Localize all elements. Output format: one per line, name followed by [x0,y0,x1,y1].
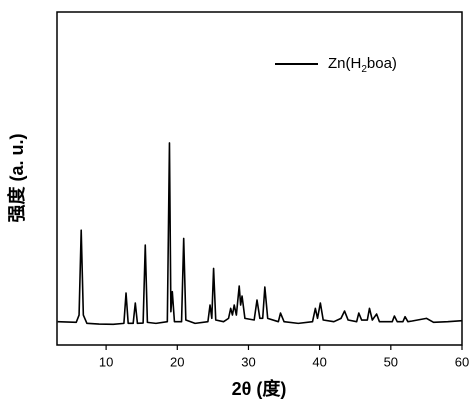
x-tick-label: 50 [384,354,398,369]
x-tick-label: 60 [455,354,469,369]
plot-frame [56,11,463,346]
x-tick-label: 30 [241,354,255,369]
y-axis-title: 强度 (a. u.) [6,133,27,222]
x-axis-title: 2θ (度) [232,378,287,399]
legend-label: Zn(H2boa) [328,55,397,75]
x-tick-label: 20 [170,354,184,369]
x-tick-label: 10 [99,354,113,369]
x-tick-label: 40 [312,354,326,369]
data-line [57,142,463,326]
